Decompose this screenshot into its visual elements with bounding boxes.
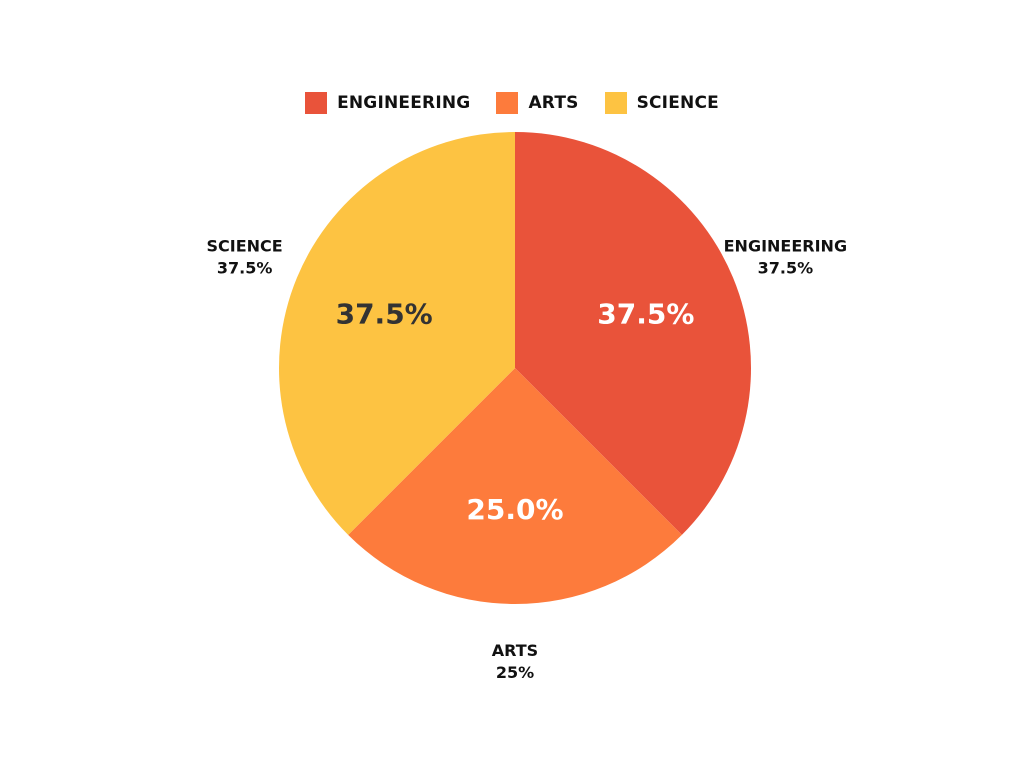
slice-value-label-science: 37.5%	[336, 297, 433, 330]
legend-label-science: SCIENCE	[636, 93, 719, 113]
outer-label-value: 37.5%	[758, 259, 814, 278]
outer-label-science: SCIENCE 37.5%	[207, 237, 283, 278]
legend-swatch-science	[604, 92, 627, 114]
pie-slice-science[interactable]	[279, 132, 515, 535]
legend-label-arts: ARTS	[528, 93, 579, 113]
legend-swatch-arts	[496, 92, 519, 114]
slice-value-label-engineering: 37.5%	[597, 297, 694, 330]
legend-swatch-engineering	[305, 92, 328, 114]
legend-item-science[interactable]: SCIENCE	[604, 92, 719, 114]
outer-label-engineering: ENGINEERING 37.5%	[724, 237, 847, 278]
chart-legend: ENGINEERING ARTS SCIENCE	[0, 92, 1024, 114]
outer-label-value: 37.5%	[217, 259, 273, 278]
outer-label-value: 25%	[496, 663, 534, 682]
legend-item-arts[interactable]: ARTS	[496, 92, 578, 114]
slice-value-label-arts: 25.0%	[466, 493, 563, 526]
legend-item-engineering[interactable]: ENGINEERING	[305, 92, 470, 114]
outer-label-name: SCIENCE	[207, 237, 283, 256]
pie-slice-engineering[interactable]	[515, 132, 751, 535]
pie-slice-arts[interactable]	[348, 368, 682, 604]
outer-label-arts: ARTS 25%	[492, 641, 538, 682]
outer-label-name: ENGINEERING	[724, 237, 847, 256]
legend-label-engineering: ENGINEERING	[337, 93, 471, 113]
outer-label-name: ARTS	[492, 641, 538, 660]
